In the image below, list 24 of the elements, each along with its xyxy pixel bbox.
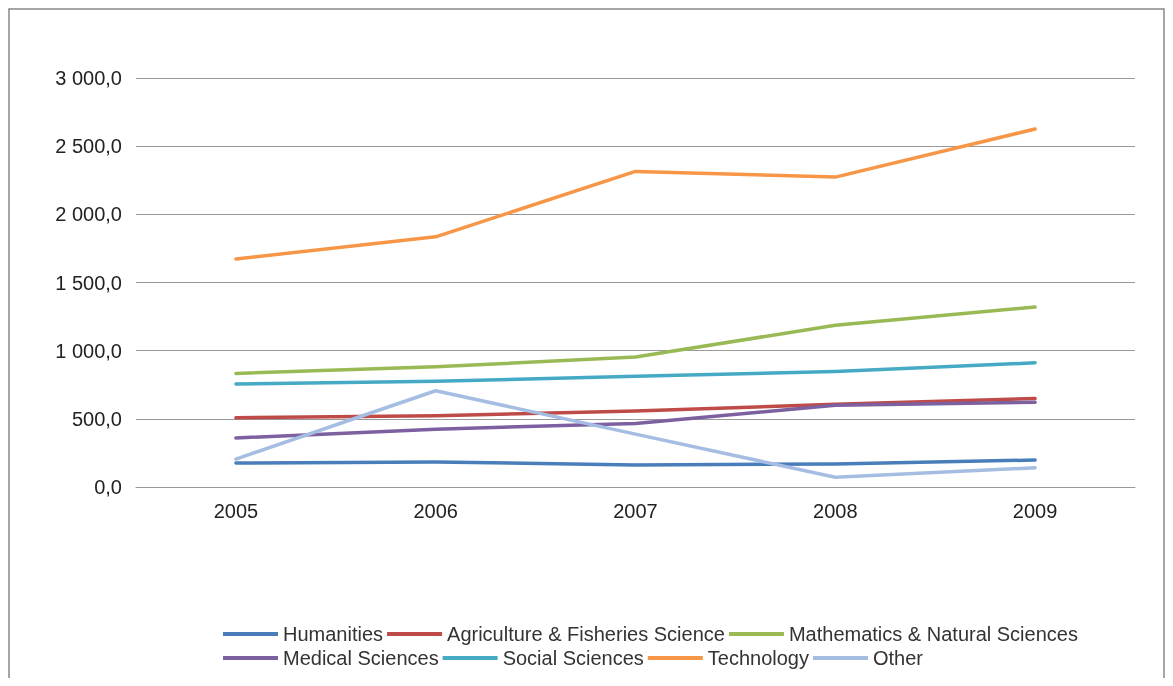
y-tick-label: 0,0 — [94, 476, 122, 498]
legend-label: Humanities — [283, 623, 384, 645]
x-tick-label: 2006 — [413, 500, 458, 522]
y-tick-label: 1 000,0 — [55, 339, 122, 362]
legend-label: Mathematics & Natural Sciences — [788, 623, 1078, 645]
legend-label: Technology — [707, 647, 809, 669]
line-series — [234, 127, 1037, 261]
y-tick-label: 3 000,0 — [55, 67, 122, 89]
y-tick-label: 2 000,0 — [55, 203, 122, 226]
legend-label: Social Sciences — [502, 647, 644, 669]
legend-label: Other — [872, 647, 924, 669]
legend-label: Medical Sciences — [283, 647, 439, 669]
x-tick-label: 2008 — [813, 500, 858, 522]
legend-label: Agriculture & Fisheries Science — [447, 623, 725, 645]
y-tick-label: 1 500,0 — [55, 271, 122, 294]
line-series — [234, 361, 1037, 386]
x-tick-label: 2007 — [613, 500, 658, 522]
line-series — [234, 305, 1037, 376]
line-series — [234, 400, 1037, 440]
x-tick-label: 2009 — [1012, 500, 1058, 522]
y-tick-label: 500,0 — [71, 407, 122, 430]
y-tick-label: 2 500,0 — [55, 135, 122, 158]
x-tick-label: 2005 — [213, 500, 259, 522]
line-series — [234, 389, 1037, 480]
